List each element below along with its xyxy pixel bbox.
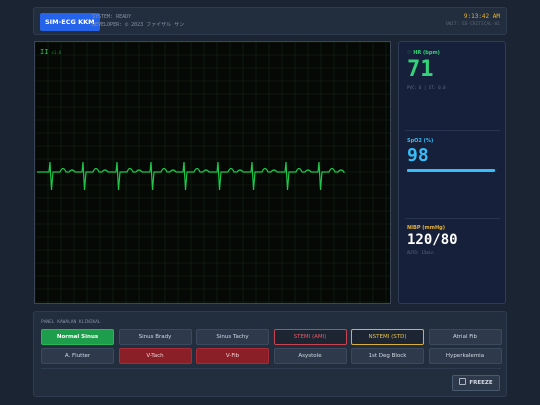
rhythm-button-nstemi[interactable]: NSTEMI (STD) <box>351 329 424 345</box>
rhythm-button-a-flutter[interactable]: A. Flutter <box>41 348 114 364</box>
system-info: SYSTEM: READY DEVELOPER: © 2023 ファイザル サン <box>92 13 184 29</box>
rhythm-button-v-fib[interactable]: V-Fib <box>196 348 269 364</box>
clock-time: 9:13:42 AM <box>463 13 500 20</box>
freeze-button[interactable]: FREEZE <box>452 375 500 391</box>
rhythm-button-stemi[interactable]: STEMI (AMI) <box>273 329 347 345</box>
freeze-label: FREEZE <box>469 380 493 386</box>
hr-block: ♡ HR (bpm) 71 PVC: 0 | ST: 0.0 <box>407 50 446 90</box>
ecg-monitor: II x1.0 <box>34 41 391 304</box>
nibp-label: NIBP (mmHg) <box>407 225 446 231</box>
lead-label: II x1.0 <box>40 48 61 56</box>
rhythm-button-1st-deg-block[interactable]: 1st Deg Block <box>351 348 424 364</box>
panel-divider <box>41 368 501 369</box>
hr-label: ♡ HR (bpm) <box>407 50 440 56</box>
pause-icon <box>459 378 467 385</box>
vitals-panel: ♡ HR (bpm) 71 PVC: 0 | ST: 0.0 SpO2 (%) … <box>398 41 506 304</box>
spo2-label: SpO2 (%) <box>407 138 434 144</box>
spo2-bar-track <box>407 169 497 172</box>
gain-label: x1.0 <box>51 50 62 55</box>
control-panel: PANEL KAWALAN KLINIKAL Normal Sinus Sinu… <box>33 311 507 397</box>
system-status: SYSTEM: READY <box>92 14 132 20</box>
lead-name: II <box>40 48 49 56</box>
hr-value: 71 <box>407 57 434 82</box>
rhythm-button-asystole[interactable]: Asystole <box>273 348 347 364</box>
rhythm-button-v-tach[interactable]: V-Tach <box>118 348 192 364</box>
app-logo: SIM-ECG KKM <box>40 13 100 31</box>
spo2-value: 98 <box>407 145 429 166</box>
rhythm-button-atrial-fib[interactable]: Atrial Fib <box>428 329 502 345</box>
panel-title: PANEL KAWALAN KLINIKAL <box>41 320 101 325</box>
rhythm-button-sinus-brady[interactable]: Sinus Brady <box>118 329 192 345</box>
spo2-block: SpO2 (%) 98 <box>407 138 433 165</box>
clock: 9:13:42 AM UNIT: ED-CRITICAL-01 <box>446 13 500 29</box>
vitals-divider <box>405 130 500 131</box>
ecg-trace <box>37 161 346 191</box>
developer-credit: DEVELOPER: © 2023 ファイザル サン <box>92 22 185 28</box>
hr-sub: PVC: 0 | ST: 0.0 <box>407 85 446 90</box>
rhythm-button-hyperkalemia[interactable]: Hyperkalemia <box>428 348 502 364</box>
nibp-sub: AUTO: 15min <box>407 250 434 255</box>
spo2-bar-fill <box>407 169 496 172</box>
nibp-block: NIBP (mmHg) 120/80 AUTO: 15min <box>407 225 458 255</box>
rhythm-button-sinus-tachy[interactable]: Sinus Tachy <box>196 329 269 345</box>
rhythm-button-normal-sinus[interactable]: Normal Sinus <box>41 329 114 345</box>
app-header: SIM-ECG KKM SYSTEM: READY DEVELOPER: © 2… <box>33 7 507 35</box>
unit-id: UNIT: ED-CRITICAL-01 <box>445 22 500 27</box>
vitals-divider <box>405 218 500 219</box>
ecg-waveform <box>35 42 390 303</box>
nibp-value: 120/80 <box>407 232 458 248</box>
